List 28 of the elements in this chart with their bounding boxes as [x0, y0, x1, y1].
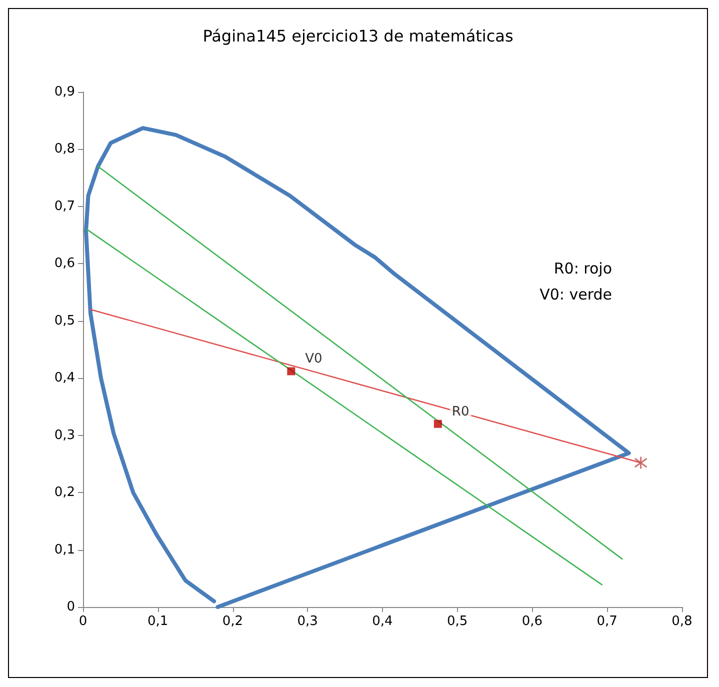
y-tick-label: 0,4 [54, 370, 75, 386]
y-tick-label: 0,1 [54, 542, 75, 558]
x-tick-label: 0,7 [596, 614, 618, 629]
point [287, 367, 296, 376]
x-tick-label: 0 [78, 614, 88, 629]
x-tick-label: 0,3 [297, 614, 318, 629]
y-tick-label: 0,8 [54, 142, 75, 157]
y-tick-label: 0,3 [54, 428, 75, 443]
x-tick-label: 0,8 [672, 614, 692, 629]
series-label: R0 [452, 404, 470, 420]
x-tick-label: 0,6 [522, 614, 543, 629]
y-tick-label: 0,2 [54, 485, 75, 500]
y-tick-label: 0,9 [54, 84, 75, 100]
y-tick-label: 0,7 [54, 198, 75, 214]
x-tick-label: 0,2 [222, 614, 244, 629]
point [634, 456, 648, 470]
annotation: V0: verde [540, 286, 612, 304]
y-tick-label: 0,6 [54, 256, 75, 272]
line-series [84, 126, 631, 609]
y-tick-label: 0,5 [54, 313, 75, 328]
x-tick-label: 0,4 [372, 614, 393, 629]
y-tick-label: 0 [66, 600, 75, 614]
chart-title: Página145 ejercicio13 de matemáticas [202, 26, 514, 46]
point [434, 420, 442, 428]
x-tick-label: 0,5 [447, 614, 468, 629]
annotation: R0: rojo [554, 260, 612, 278]
x-tick-label: 0,1 [148, 614, 168, 629]
series-label: V0 [305, 352, 322, 367]
